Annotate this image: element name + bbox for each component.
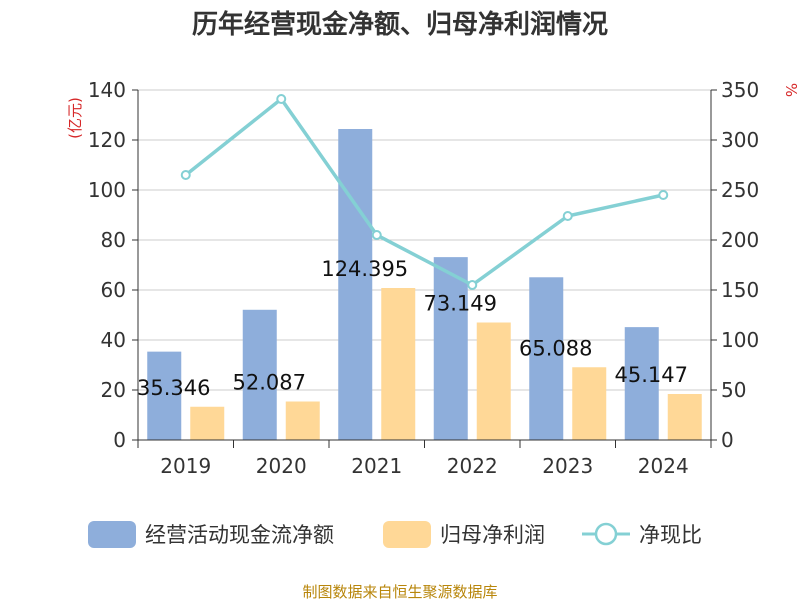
left-tick-label: 40 [101, 328, 126, 352]
bar-series [147, 129, 702, 440]
x-tick-label: 2022 [447, 454, 498, 478]
x-tick-label: 2024 [638, 454, 689, 478]
legend-marker [594, 522, 618, 546]
right-tick-label: 300 [721, 128, 759, 152]
bar-cash-flow [433, 257, 468, 440]
line-point [562, 211, 573, 221]
line-point [276, 94, 287, 104]
left-tick-label: 140 [88, 78, 126, 102]
data-label: 73.149 [424, 292, 497, 316]
legend-label: 经营活动现金流净额 [145, 523, 334, 547]
bar-net-profit [285, 401, 320, 440]
bar-net-profit [190, 406, 225, 440]
left-tick-label: 100 [88, 178, 126, 202]
line-point [467, 280, 478, 290]
x-tick-label: 2020 [256, 454, 307, 478]
source-note: 制图数据来自恒生聚源数据库 [302, 583, 497, 600]
legend-item-net-profit[interactable]: 归母净利润 [383, 521, 545, 548]
left-tick-label: 80 [101, 228, 126, 252]
right-tick-label: 50 [721, 378, 746, 402]
bar-cash-flow [529, 277, 564, 440]
line-point [658, 190, 669, 200]
bar-net-profit [667, 394, 702, 440]
x-tick-label: 2019 [160, 454, 211, 478]
line-series [180, 94, 669, 290]
line-point [180, 170, 191, 180]
legend-swatch [383, 521, 431, 548]
bar-net-profit [476, 322, 511, 440]
x-tick-label: 2021 [351, 454, 402, 478]
bar-net-profit [381, 288, 416, 440]
bar-net-profit [572, 367, 607, 440]
left-tick-label: 20 [101, 378, 126, 402]
axes: 0 20 40 60 80 100 120 140 0 50 100 150 200 250 300 350 (… [66, 78, 800, 478]
data-label: 35.346 [137, 376, 210, 400]
gridlines [138, 89, 711, 441]
left-tick-label: 60 [101, 278, 126, 302]
left-tick-label: 0 [113, 428, 126, 452]
legend-swatch [88, 521, 136, 548]
data-label: 124.395 [321, 257, 408, 281]
data-label: 65.088 [519, 336, 592, 360]
line-net-cash-ratio [184, 97, 664, 287]
data-labels: 35.346 52.087 124.395 73.149 65.088 45.147 [137, 257, 688, 400]
legend-item-cash-flow[interactable]: 经营活动现金流净额 [88, 521, 334, 548]
left-tick-label: 120 [88, 128, 126, 152]
legend-label: 净现比 [639, 523, 702, 547]
bar-cash-flow [338, 129, 373, 440]
right-tick-label: 0 [721, 428, 734, 452]
right-tick-label: 350 [721, 78, 759, 102]
right-tick-label: 100 [721, 328, 759, 352]
data-label: 52.087 [233, 371, 306, 395]
bar-cash-flow [624, 327, 659, 440]
bar-cash-flow [242, 309, 277, 440]
chart-title: 历年经营现金净额、归母净利润情况 [192, 9, 608, 40]
x-tick-label: 2023 [542, 454, 593, 478]
data-label: 45.147 [615, 363, 688, 387]
legend[interactable]: 经营活动现金流净额 归母净利润 净现比 [88, 521, 702, 548]
line-point [371, 230, 382, 240]
bar-cash-flow [147, 351, 182, 440]
right-tick-label: 200 [721, 228, 759, 252]
right-tick-label: 150 [721, 278, 759, 302]
legend-item-net-cash-ratio[interactable]: 净现比 [582, 522, 702, 547]
legend-label: 归母净利润 [440, 523, 545, 547]
right-tick-label: 250 [721, 178, 759, 202]
right-axis-unit: % [782, 83, 800, 97]
left-axis-unit: (亿元) [66, 97, 84, 139]
